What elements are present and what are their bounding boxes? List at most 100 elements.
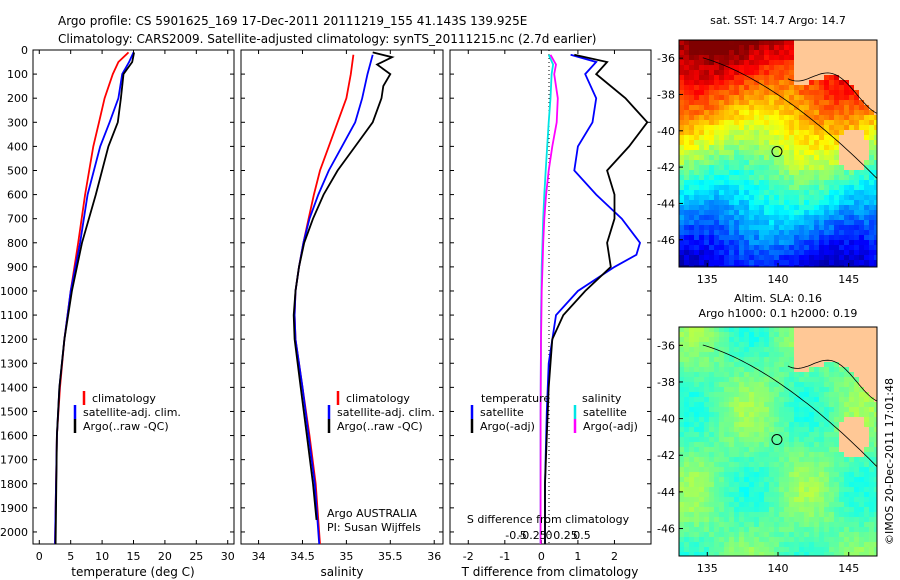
heatmap-cell — [794, 457, 800, 463]
heatmap-cell — [734, 327, 740, 333]
heatmap-cell — [759, 452, 765, 458]
heatmap-cell — [829, 165, 835, 171]
heatmap-cell — [849, 362, 855, 368]
heatmap-cell — [769, 377, 775, 383]
heatmap-cell — [819, 467, 825, 473]
heatmap-cell — [694, 502, 700, 508]
heatmap-cell — [724, 342, 730, 348]
heatmap-cell — [709, 377, 715, 383]
heatmap-cell — [804, 552, 810, 556]
heatmap-cell — [794, 482, 800, 488]
depth-contour — [702, 57, 877, 179]
heatmap-cell — [854, 552, 860, 556]
heatmap-cell — [869, 125, 875, 131]
heatmap-cell — [764, 482, 770, 488]
heatmap-cell — [704, 492, 710, 498]
heatmap-cell — [839, 95, 845, 101]
heatmap-cell — [684, 125, 690, 131]
heatmap-cell — [794, 407, 800, 413]
heatmap-cell — [874, 347, 877, 353]
heatmap-cell — [834, 160, 840, 166]
heatmap-cell — [724, 522, 730, 528]
heatmap-cell — [824, 492, 830, 498]
heatmap-cell — [799, 547, 805, 553]
heatmap-cell — [764, 250, 770, 256]
heatmap-cell — [749, 427, 755, 433]
heatmap-cell — [839, 357, 845, 363]
heatmap-cell — [699, 532, 705, 538]
heatmap-cell — [724, 235, 730, 241]
heatmap-cell — [739, 135, 745, 141]
heatmap-cell — [864, 532, 870, 538]
heatmap-cell — [689, 472, 695, 478]
heatmap-cell — [794, 412, 800, 418]
depth-tick-label: 100 — [7, 68, 28, 81]
heatmap-cell — [814, 507, 820, 513]
heatmap-cell — [679, 235, 685, 241]
heatmap-cell — [679, 482, 685, 488]
heatmap-cell — [839, 512, 845, 518]
heatmap-cell — [729, 235, 735, 241]
heatmap-cell — [819, 342, 825, 348]
heatmap-cell — [854, 190, 860, 196]
heatmap-cell — [854, 452, 860, 458]
heatmap-cell — [704, 397, 710, 403]
heatmap-cell — [719, 397, 725, 403]
heatmap-cell — [794, 230, 800, 236]
heatmap-cell — [844, 260, 850, 266]
heatmap-cell — [694, 85, 700, 91]
heatmap-cell — [874, 352, 877, 358]
heatmap-cell — [769, 457, 775, 463]
heatmap-cell — [764, 422, 770, 428]
x-tick-label: -1 — [499, 550, 510, 563]
heatmap-cell — [729, 250, 735, 256]
heatmap-cell — [699, 100, 705, 106]
heatmap-cell — [874, 135, 877, 141]
heatmap-cell — [804, 45, 810, 51]
heatmap-cell — [814, 342, 820, 348]
heatmap-cell — [759, 407, 765, 413]
heatmap-cell — [829, 265, 835, 267]
heatmap-cell — [859, 135, 865, 141]
heatmap-cell — [784, 377, 790, 383]
heatmap-cell — [859, 442, 865, 448]
argo-location-marker — [771, 146, 783, 158]
heatmap-cell — [699, 477, 705, 483]
heatmap-cell — [864, 462, 870, 468]
heatmap-cell — [729, 427, 735, 433]
heatmap-cell — [689, 225, 695, 231]
heatmap-cell — [719, 180, 725, 186]
heatmap-cell — [734, 427, 740, 433]
heatmap-cell — [744, 517, 750, 523]
heatmap-cell — [854, 542, 860, 548]
heatmap-cell — [814, 245, 820, 251]
heatmap-cell — [759, 547, 765, 553]
heatmap-cell — [824, 155, 830, 161]
heatmap-cell — [834, 145, 840, 151]
heatmap-cell — [694, 265, 700, 267]
heatmap-cell — [819, 407, 825, 413]
heatmap-cell — [769, 362, 775, 368]
heatmap-cell — [774, 547, 780, 553]
heatmap-cell — [864, 115, 870, 121]
heatmap-cell — [769, 245, 775, 251]
heatmap-cell — [864, 407, 870, 413]
heatmap-cell — [729, 265, 735, 267]
heatmap-cell — [759, 327, 765, 333]
heatmap-cell — [839, 462, 845, 468]
legend-label-t-argo: Argo(-adj) — [480, 420, 535, 433]
heatmap-cell — [679, 230, 685, 236]
heatmap-cell — [699, 255, 705, 261]
heatmap-cell — [729, 135, 735, 141]
heatmap-cell — [694, 80, 700, 86]
heatmap-cell — [679, 422, 685, 428]
heatmap-cell — [754, 205, 760, 211]
heatmap-cell — [754, 402, 760, 408]
x-tick-label: 20 — [158, 550, 172, 563]
lat-tick-label: -42 — [657, 449, 675, 462]
heatmap-cell — [704, 327, 710, 333]
heatmap-cell — [744, 442, 750, 448]
heatmap-cell — [789, 235, 795, 241]
heatmap-cell — [769, 452, 775, 458]
heatmap-cell — [704, 447, 710, 453]
